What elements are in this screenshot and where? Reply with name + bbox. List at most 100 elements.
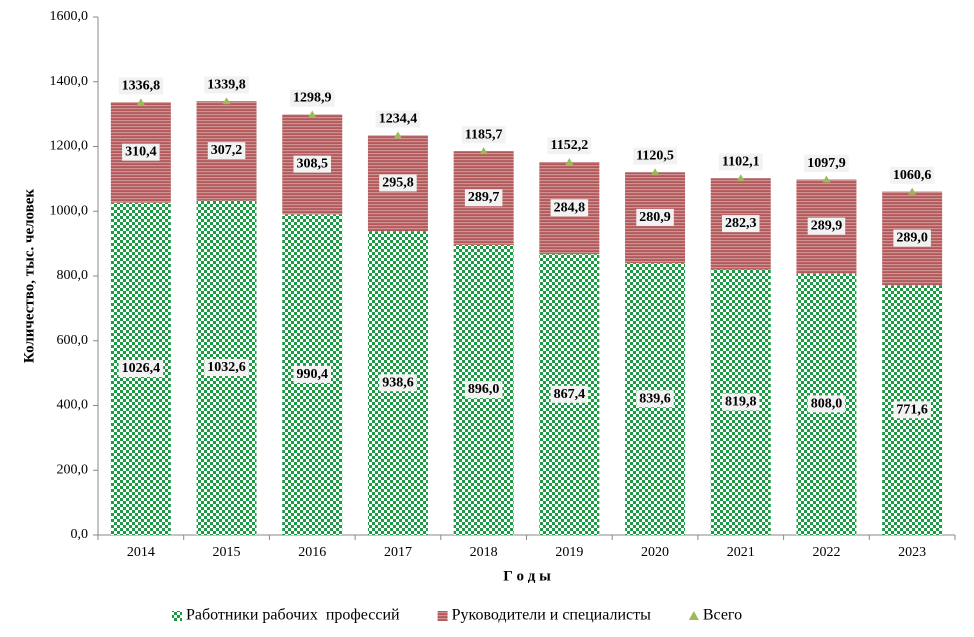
legend-item: Работники рабочих профессий (172, 607, 400, 624)
y-tick-label: 600,0 (57, 333, 89, 348)
label-bg (722, 393, 760, 411)
data-label: 896,0 (468, 382, 500, 397)
total-marker (908, 187, 917, 195)
x-tick-label: 2014 (127, 545, 155, 560)
data-label: 295,8 (382, 175, 414, 190)
label-bg (207, 142, 246, 160)
data-label: 1234,4 (379, 112, 418, 127)
data-label: 1339,8 (207, 77, 246, 92)
data-label: 289,9 (811, 219, 843, 234)
data-label: 1336,8 (122, 78, 161, 93)
legend-swatch (688, 611, 699, 620)
total-marker (651, 168, 660, 176)
data-label: 1102,1 (722, 154, 760, 169)
x-tick-label: 2016 (298, 545, 326, 560)
data-label: 307,2 (211, 143, 243, 158)
x-tick-label: 2023 (898, 545, 926, 560)
label-bg (290, 89, 335, 107)
label-bg (293, 365, 331, 383)
data-label: 1120,5 (636, 148, 674, 163)
label-bg (461, 126, 506, 144)
legend-label: Руководители и специалисты (452, 607, 652, 624)
label-bg (379, 374, 417, 392)
y-tick-label: 1400,0 (50, 74, 89, 89)
legend-swatch (172, 611, 182, 621)
label-bg (718, 153, 763, 171)
y-tick-label: 200,0 (57, 462, 89, 477)
label-bg (807, 395, 846, 413)
label-bg (636, 390, 674, 408)
data-label: 310,4 (125, 145, 157, 160)
legend-item: Всего (688, 607, 742, 624)
y-tick-label: 1600,0 (50, 9, 89, 24)
label-bg (118, 360, 164, 378)
data-label: 867,4 (554, 387, 586, 402)
x-tick-label: 2020 (641, 545, 669, 560)
y-tick-label: 400,0 (57, 398, 89, 413)
x-tick-label: 2022 (812, 545, 840, 560)
x-tick-label: 2018 (470, 545, 498, 560)
label-bg (550, 199, 589, 217)
label-bg (204, 76, 249, 94)
legend-item: Руководители и специалисты (437, 607, 652, 624)
total-marker (222, 97, 231, 105)
data-label: 808,0 (811, 396, 843, 411)
total-marker (822, 175, 831, 183)
label-bg (550, 385, 589, 403)
y-tick-label: 1000,0 (50, 203, 89, 218)
label-bg (804, 154, 849, 172)
data-label: 282,3 (725, 216, 757, 231)
x-tick-label: 2019 (555, 545, 583, 560)
data-label: 1026,4 (122, 361, 161, 376)
label-bg (633, 147, 677, 165)
total-marker (736, 174, 745, 182)
total-marker (393, 131, 402, 139)
legend-label: Всего (703, 607, 742, 624)
data-label: 839,6 (639, 391, 671, 406)
y-tick-label: 1200,0 (50, 139, 89, 154)
data-label: 289,7 (468, 190, 500, 205)
total-marker (565, 157, 574, 165)
data-label: 284,8 (554, 200, 586, 215)
label-bg (893, 229, 931, 247)
data-label: 1298,9 (293, 91, 332, 106)
total-marker (479, 147, 488, 155)
y-axis-title: Количество, тыс. человек (21, 189, 37, 363)
legend-swatch (437, 611, 448, 621)
data-label: 1032,6 (207, 360, 246, 375)
label-bg (204, 359, 249, 377)
x-tick-label: 2021 (727, 545, 755, 560)
label-bg (722, 215, 760, 233)
label-bg (464, 189, 503, 207)
total-marker (308, 110, 317, 118)
label-bg (379, 174, 417, 192)
label-bg (122, 143, 160, 161)
data-label: 1185,7 (465, 127, 503, 142)
label-bg (889, 166, 935, 184)
x-tick-label: 2017 (384, 545, 412, 560)
y-tick-label: 800,0 (57, 268, 89, 283)
x-tick-label: 2015 (213, 545, 241, 560)
data-label: 990,4 (297, 367, 329, 382)
data-label: 280,9 (639, 210, 671, 225)
data-label: 1097,9 (807, 156, 846, 171)
data-label: 819,8 (725, 395, 757, 410)
y-tick-label: 0,0 (71, 527, 89, 542)
data-label: 938,6 (382, 375, 414, 390)
label-bg (547, 137, 592, 155)
data-label: 1152,2 (550, 138, 588, 153)
label-bg (375, 110, 421, 128)
label-bg (636, 208, 674, 226)
legend-label: Работники рабочих профессий (186, 607, 400, 624)
data-label: 289,0 (896, 231, 928, 246)
x-axis-title: Г о д ы (503, 568, 551, 584)
label-bg (893, 401, 931, 419)
label-bg (807, 217, 846, 235)
label-bg (118, 77, 164, 95)
data-label: 1060,6 (893, 168, 932, 183)
data-label: 771,6 (896, 402, 928, 417)
label-bg (293, 155, 331, 173)
total-marker (136, 98, 145, 106)
data-label: 308,5 (297, 157, 329, 172)
